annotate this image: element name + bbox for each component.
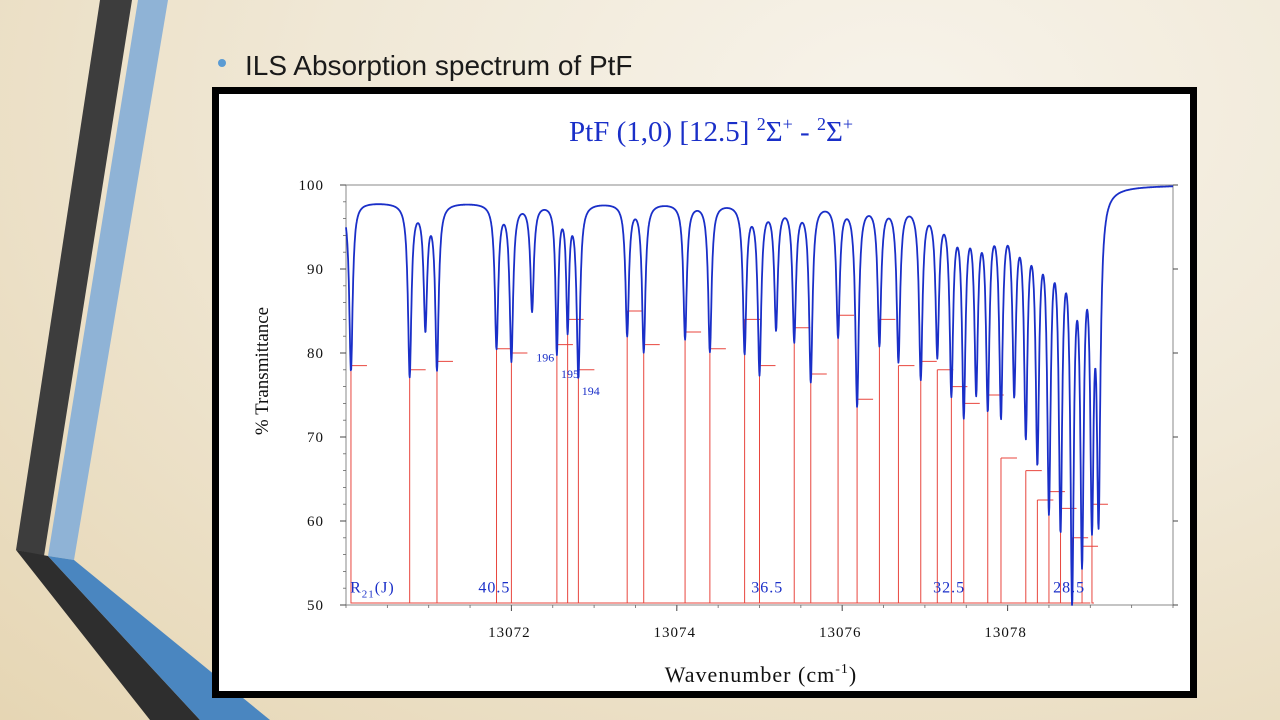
title-dash: -	[793, 116, 817, 148]
y-tick-label: 60	[307, 514, 324, 530]
assignment-line	[577, 369, 581, 604]
y-tick-label: 50	[307, 598, 324, 614]
assignment-line	[510, 353, 514, 604]
title-upper-sup: 2	[757, 114, 766, 134]
assignment-line	[963, 403, 966, 604]
x-tick-label: 13074	[654, 625, 697, 641]
assignment-line	[643, 344, 646, 604]
x-axis-label: Wavenumber (cm-1)	[665, 662, 857, 687]
assignment-line	[1025, 470, 1028, 604]
assignment-line	[1000, 458, 1003, 604]
x-tick-label: 13072	[488, 625, 531, 641]
spectrum-chart: PtF (1,0) [12.5] 2Σ+ - 2Σ+ % Transmittan…	[252, 114, 1178, 687]
y-tick-label: 90	[307, 262, 324, 278]
y-tick-label: 80	[307, 346, 324, 362]
chart-title: PtF (1,0) [12.5] 2Σ+ - 2Σ+	[569, 114, 853, 148]
title-lower-charge: +	[843, 114, 853, 134]
assignment-line	[567, 319, 570, 604]
chart-panel: PtF (1,0) [12.5] 2Σ+ - 2Σ+ % Transmittan…	[219, 94, 1190, 691]
assignment-line	[496, 348, 499, 604]
bullet-dot-icon	[218, 59, 226, 67]
assignment-line	[920, 361, 923, 604]
annotation-label: 194	[582, 384, 600, 398]
assignment-line	[744, 319, 747, 604]
assignment-lines	[350, 310, 1108, 604]
x-axis-label-close: )	[849, 662, 857, 687]
slide-bullet-text: ILS Absorption spectrum of PtF	[245, 50, 633, 81]
plot-area: 50 60 70 80 90 100 13072 13074 13076 13078 R21(J) 4…	[299, 178, 1178, 641]
assignment-line	[897, 365, 901, 604]
assignment-line	[409, 369, 412, 604]
decor-stripe-blue	[48, 0, 168, 560]
annotation-label: 40.5	[478, 579, 510, 596]
title-lower-term: Σ	[826, 116, 843, 148]
annotation-base: R	[350, 579, 362, 596]
title-lower-sup: 2	[817, 114, 826, 134]
assignment-line	[1036, 500, 1040, 604]
assignment-line	[856, 399, 860, 604]
title-molecule: PtF (1,0) [12.5]	[569, 116, 757, 148]
annotation-label: 195	[561, 367, 579, 381]
annotation-subscript: 21	[362, 588, 375, 600]
chart-frame: PtF (1,0) [12.5] 2Σ+ - 2Σ+ % Transmittan…	[212, 87, 1197, 698]
decor-shadow-base	[16, 550, 200, 720]
annotation-label: 28.5	[1053, 579, 1085, 596]
assignment-line	[878, 319, 882, 604]
x-axis-label-exp: -1	[835, 662, 849, 677]
assignment-line	[936, 369, 940, 604]
y-axis-label: % Transmittance	[252, 307, 273, 435]
annotation-label: 196	[536, 350, 554, 364]
assignment-line	[793, 327, 797, 604]
slide-bullet: ILS Absorption spectrum of PtF	[218, 46, 633, 86]
assignment-line	[684, 332, 688, 604]
assignment-line	[350, 365, 353, 604]
y-tick-label: 100	[299, 178, 325, 194]
assignment-line	[436, 361, 439, 604]
annotation-label: 36.5	[751, 579, 783, 596]
annotation-tail: (J)	[375, 579, 395, 596]
annotation-label: 32.5	[933, 579, 965, 596]
assignment-line	[987, 395, 990, 604]
x-axis-label-base: Wavenumber (cm	[665, 662, 835, 687]
assignment-line	[759, 365, 762, 604]
y-tick-label: 70	[307, 430, 324, 446]
assignment-line	[626, 311, 630, 604]
assignment-line	[810, 374, 813, 604]
x-tick-label: 13076	[819, 625, 862, 641]
assignment-line	[1091, 504, 1094, 604]
decor-stripe-dark	[16, 0, 132, 556]
spectrum-series-line	[345, 185, 1174, 606]
assignment-line	[709, 348, 712, 604]
title-upper-charge: +	[783, 114, 793, 134]
assignment-line	[950, 386, 954, 604]
assignment-line	[837, 315, 841, 604]
assignment-line	[556, 344, 559, 604]
annotation-label: R21(J)	[350, 579, 395, 600]
title-upper-term: Σ	[766, 116, 783, 148]
x-tick-label: 13078	[984, 625, 1027, 641]
